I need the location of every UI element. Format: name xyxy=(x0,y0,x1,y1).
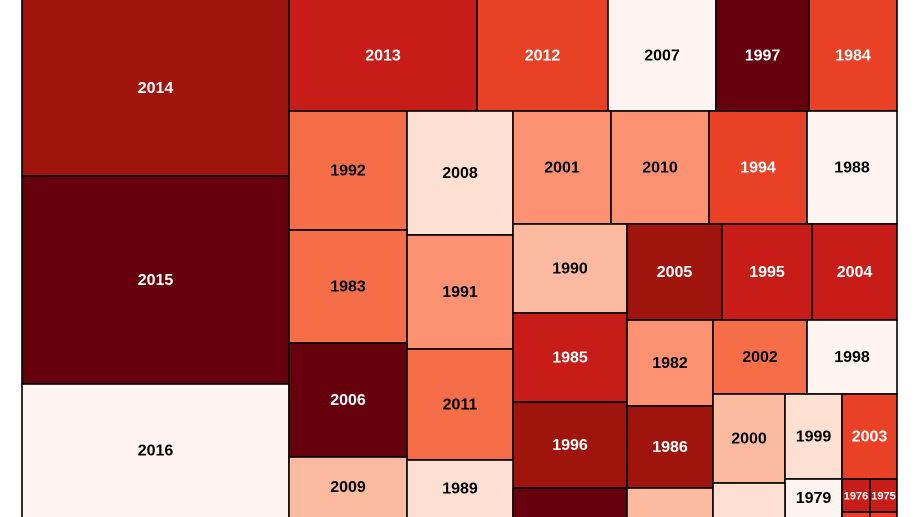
tile-2016 xyxy=(21,383,290,517)
tile-1986 xyxy=(626,405,714,489)
tile-1994 xyxy=(708,110,808,225)
tile-unlabeled-38 xyxy=(712,482,786,517)
tile-1989 xyxy=(406,459,514,517)
tile-2003 xyxy=(841,393,898,480)
tile-label-1998: 1998 xyxy=(834,349,870,366)
tile-label-1992: 1992 xyxy=(330,163,366,180)
tile-label-2003: 2003 xyxy=(852,429,888,446)
tile-label-2011: 2011 xyxy=(443,397,478,414)
tile-label-2015: 2015 xyxy=(138,272,174,289)
tile-2009 xyxy=(288,456,408,517)
tile-1995 xyxy=(721,223,813,321)
tile-unlabeled-39 xyxy=(841,511,871,517)
tile-label-1988: 1988 xyxy=(834,160,870,177)
tile-2001 xyxy=(512,110,612,225)
tile-1998 xyxy=(806,319,898,395)
tile-label-1996: 1996 xyxy=(552,437,588,454)
tile-unlabeled-36 xyxy=(512,487,628,517)
tile-label-2005: 2005 xyxy=(657,264,693,281)
tile-label-1975: 1975 xyxy=(871,490,895,502)
tile-label-1989: 1989 xyxy=(442,481,478,498)
tile-2011 xyxy=(406,348,514,461)
tile-label-1979: 1979 xyxy=(796,490,832,507)
tile-label-1983: 1983 xyxy=(330,279,366,296)
tile-1984 xyxy=(808,0,898,112)
tile-label-2016: 2016 xyxy=(138,443,174,460)
tile-1983 xyxy=(288,229,408,344)
tile-label-2002: 2002 xyxy=(742,349,778,366)
tile-label-1994: 1994 xyxy=(740,160,776,177)
tile-1988 xyxy=(806,110,898,225)
tile-2015 xyxy=(21,175,290,385)
tile-label-1982: 1982 xyxy=(652,355,688,372)
tile-label-2001: 2001 xyxy=(544,160,580,177)
tile-label-1976: 1976 xyxy=(844,490,868,502)
tile-2014 xyxy=(21,0,290,177)
tile-2013 xyxy=(288,0,478,112)
tile-unlabeled-40 xyxy=(869,511,898,517)
tile-label-2007: 2007 xyxy=(644,48,680,65)
tile-label-2014: 2014 xyxy=(138,80,174,97)
tile-2010 xyxy=(610,110,710,225)
tile-label-2008: 2008 xyxy=(442,165,478,182)
tile-label-2009: 2009 xyxy=(330,479,366,496)
tile-1976 xyxy=(841,478,871,513)
tile-label-1999: 1999 xyxy=(796,429,832,446)
tile-label-1990: 1990 xyxy=(552,261,588,278)
tile-1982 xyxy=(626,319,714,407)
tile-label-1997: 1997 xyxy=(745,48,781,65)
tile-label-2000: 2000 xyxy=(731,431,767,448)
tile-1991 xyxy=(406,234,514,350)
tile-label-1984: 1984 xyxy=(835,48,871,65)
tile-unlabeled-37 xyxy=(626,487,714,517)
tile-label-2012: 2012 xyxy=(525,48,561,65)
tile-2002 xyxy=(712,319,808,395)
tile-1996 xyxy=(512,401,628,489)
tile-label-2010: 2010 xyxy=(642,160,678,177)
tile-label-1986: 1986 xyxy=(652,439,688,456)
tile-label-2013: 2013 xyxy=(365,48,401,65)
tile-label-2006: 2006 xyxy=(330,392,366,409)
tile-1990 xyxy=(512,223,628,314)
tile-1997 xyxy=(715,0,810,112)
tile-2006 xyxy=(288,342,408,458)
tile-label-1985: 1985 xyxy=(552,350,588,367)
tile-label-1995: 1995 xyxy=(749,264,785,281)
tile-label-1991: 1991 xyxy=(442,284,478,301)
tile-2005 xyxy=(626,223,723,321)
tile-label-2004: 2004 xyxy=(837,264,873,281)
tile-1985 xyxy=(512,312,628,403)
